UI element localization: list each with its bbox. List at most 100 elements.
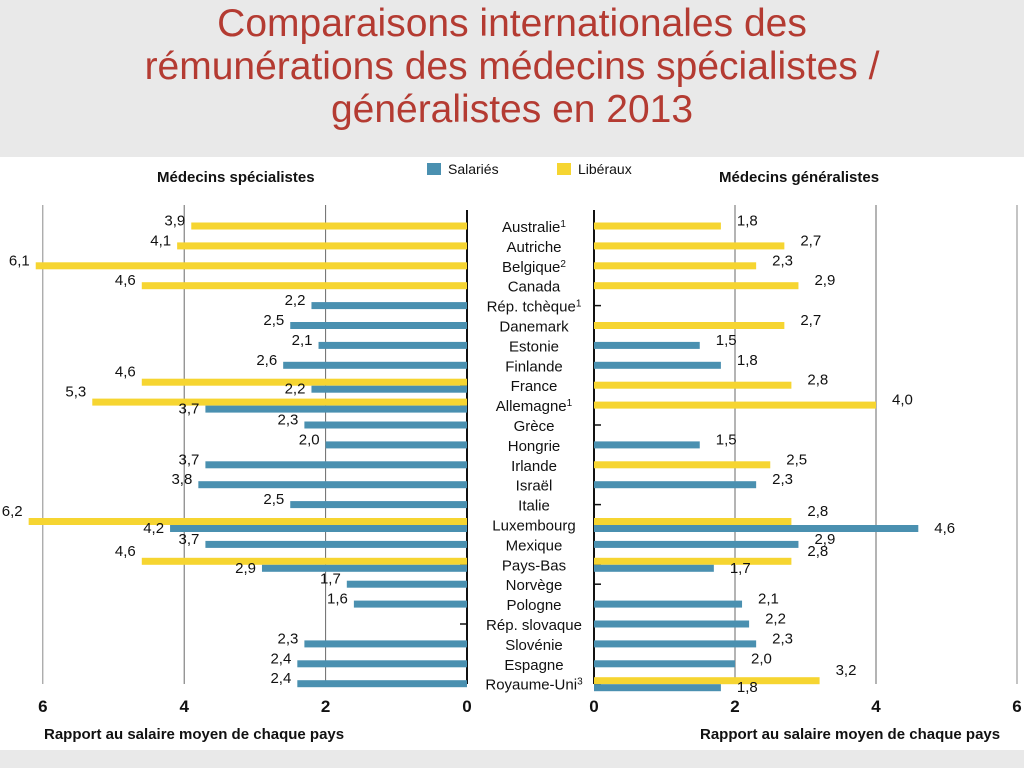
bar-specialistes-salaries-luxembourg bbox=[170, 525, 467, 532]
bar-specialistes-salaries-isra-l bbox=[198, 481, 467, 489]
bar-generalistes-salaries-slov-nie bbox=[594, 640, 757, 648]
bar-generalistes-liberaux-autriche bbox=[594, 242, 785, 250]
country-label-r-p-tch-que: Rép. tchèque1 bbox=[487, 299, 582, 316]
bar-generalistes-liberaux-danemark bbox=[594, 322, 785, 329]
value-label-specialistes-salaries-hongrie: 2,0 bbox=[299, 431, 320, 448]
value-label-specialistes-liberaux-australie: 3,9 bbox=[164, 213, 185, 230]
value-label-specialistes-salaries-slov-nie: 2,3 bbox=[278, 630, 299, 647]
bar-specialistes-salaries-france bbox=[311, 385, 467, 393]
bar-specialistes-liberaux-france bbox=[141, 378, 467, 386]
right-x-tick-label: 0 bbox=[589, 697, 598, 716]
bar-generalistes-salaries-isra-l bbox=[594, 481, 757, 489]
bar-specialistes-liberaux-luxembourg bbox=[28, 518, 467, 525]
country-label-australie: Australie1 bbox=[502, 219, 566, 236]
right-x-axis-label: Rapport au salaire moyen de chaque pays bbox=[700, 726, 1000, 743]
left-x-tick-label: 4 bbox=[179, 697, 189, 716]
bar-generalistes-salaries-r-p-slovaque bbox=[594, 620, 750, 628]
value-label-generalistes-liberaux-irlande: 2,5 bbox=[786, 451, 807, 468]
bar-generalistes-liberaux-australie bbox=[594, 222, 721, 230]
value-label-specialistes-salaries-irlande: 3,7 bbox=[179, 451, 200, 468]
bar-specialistes-liberaux-pays-bas bbox=[141, 557, 467, 565]
value-label-specialistes-salaries-norv-ge: 1,7 bbox=[320, 571, 341, 588]
bar-generalistes-liberaux-canada bbox=[594, 282, 799, 290]
bar-specialistes-salaries-hongrie bbox=[325, 441, 467, 449]
value-label-generalistes-liberaux-belgique: 2,3 bbox=[772, 252, 793, 269]
value-label-specialistes-salaries-allemagne: 3,7 bbox=[179, 401, 200, 418]
bar-generalistes-liberaux-belgique bbox=[594, 262, 757, 270]
value-label-generalistes-salaries-mexique: 2,9 bbox=[814, 531, 835, 548]
bar-specialistes-salaries-mexique bbox=[205, 540, 467, 548]
value-label-specialistes-salaries-mexique: 3,7 bbox=[179, 531, 200, 548]
value-label-generalistes-liberaux-luxembourg: 2,8 bbox=[807, 503, 828, 520]
legend-liberaux-label: Libéraux bbox=[578, 161, 632, 177]
country-label-belgique: Belgique2 bbox=[502, 259, 566, 276]
bar-specialistes-salaries-royaume-uni bbox=[297, 680, 467, 688]
right-x-tick-label: 4 bbox=[871, 697, 881, 716]
value-label-specialistes-liberaux-belgique: 6,1 bbox=[9, 252, 30, 269]
bar-specialistes-liberaux-belgique bbox=[35, 262, 467, 270]
axes: Rapport au salaire moyen de chaque pays … bbox=[38, 697, 1022, 743]
country-label-isra-l: Israël bbox=[516, 478, 553, 495]
slide-title-line-3: généralistes en 2013 bbox=[330, 88, 694, 131]
country-label-irlande: Irlande bbox=[511, 458, 557, 475]
value-label-specialistes-liberaux-canada: 4,6 bbox=[115, 272, 136, 289]
country-labels: Australie1 Autriche Belgique2 Canada Rép. tc… bbox=[485, 219, 583, 694]
bar-specialistes-salaries-espagne bbox=[297, 660, 467, 668]
value-label-specialistes-liberaux-luxembourg: 6,2 bbox=[2, 503, 23, 520]
value-label-specialistes-salaries-danemark: 2,5 bbox=[263, 312, 284, 329]
slide-title-line-2: rémunérations des médecins spécialistes … bbox=[144, 45, 880, 88]
value-label-generalistes-liberaux-autriche: 2,7 bbox=[800, 232, 821, 249]
country-label-pologne: Pologne bbox=[506, 597, 561, 614]
slide-title-line-1: Comparaisons internationales des bbox=[217, 2, 807, 45]
country-label-slov-nie: Slovénie bbox=[505, 637, 563, 654]
value-label-generalistes-salaries-isra-l: 2,3 bbox=[772, 471, 793, 488]
bar-generalistes-salaries-royaume-uni bbox=[594, 684, 721, 692]
chart-panel: Médecins spécialistes Médecins généralis… bbox=[0, 157, 1024, 750]
country-label-italie: Italie bbox=[518, 498, 550, 515]
bar-specialistes-liberaux-allemagne bbox=[92, 398, 467, 406]
slide-title: Comparaisons internationales des rémunér… bbox=[0, 2, 1024, 157]
bar-generalistes-liberaux-royaume-uni bbox=[594, 677, 820, 685]
value-label-generalistes-salaries-pays-bas: 1,7 bbox=[730, 560, 751, 577]
bar-specialistes-salaries-irlande bbox=[205, 461, 467, 469]
bar-generalistes-salaries-pays-bas bbox=[594, 564, 714, 572]
value-label-specialistes-salaries-isra-l: 3,8 bbox=[171, 471, 192, 488]
country-label-norv-ge: Norvège bbox=[506, 577, 563, 594]
bar-generalistes-salaries-estonie bbox=[594, 341, 700, 349]
bar-specialistes-liberaux-autriche bbox=[177, 242, 467, 250]
bar-specialistes-salaries-italie bbox=[290, 501, 467, 509]
value-label-specialistes-salaries-luxembourg: 4,2 bbox=[143, 520, 164, 537]
country-label-hongrie: Hongrie bbox=[508, 438, 561, 455]
value-label-specialistes-salaries-france: 2,2 bbox=[285, 381, 306, 398]
value-label-specialistes-salaries-estonie: 2,1 bbox=[292, 332, 313, 349]
bar-generalistes-liberaux-allemagne bbox=[594, 401, 876, 409]
bar-generalistes-salaries-hongrie bbox=[594, 441, 700, 449]
value-label-generalistes-liberaux-pays-bas: 2,8 bbox=[807, 543, 828, 560]
legend-liberaux-swatch bbox=[557, 163, 571, 175]
bar-specialistes-salaries-finlande bbox=[283, 361, 467, 369]
country-label-mexique: Mexique bbox=[506, 537, 563, 554]
country-label-autriche: Autriche bbox=[506, 239, 561, 256]
bar-specialistes-salaries-r-p-tch-que bbox=[311, 302, 467, 310]
value-label-generalistes-salaries-espagne: 2,0 bbox=[751, 650, 772, 667]
country-label-espagne: Espagne bbox=[504, 657, 563, 674]
value-label-generalistes-salaries-estonie: 1,5 bbox=[716, 332, 737, 349]
value-label-generalistes-liberaux-france: 2,8 bbox=[807, 372, 828, 389]
bar-specialistes-salaries-allemagne bbox=[205, 405, 467, 413]
bar-generalistes-salaries-mexique bbox=[594, 540, 799, 548]
bar-generalistes-liberaux-france bbox=[594, 381, 792, 389]
value-label-specialistes-salaries-pologne: 1,6 bbox=[327, 591, 348, 608]
value-label-generalistes-liberaux-royaume-uni: 3,2 bbox=[836, 662, 857, 679]
value-label-generalistes-salaries-r-p-slovaque: 2,2 bbox=[765, 611, 786, 628]
value-label-specialistes-salaries-pays-bas: 2,9 bbox=[235, 560, 256, 577]
value-label-generalistes-salaries-finlande: 1,8 bbox=[737, 352, 758, 369]
value-label-specialistes-liberaux-france: 4,6 bbox=[115, 364, 136, 381]
bar-generalistes-liberaux-irlande bbox=[594, 461, 771, 469]
bar-specialistes-salaries-pologne bbox=[353, 600, 467, 608]
bar-specialistes-salaries-danemark bbox=[290, 322, 467, 329]
left-x-tick-label: 6 bbox=[38, 697, 47, 716]
country-label-danemark: Danemark bbox=[499, 319, 569, 336]
country-label-allemagne: Allemagne1 bbox=[496, 398, 573, 415]
bar-generalistes-salaries-finlande bbox=[594, 361, 721, 369]
bar-specialistes-salaries-estonie bbox=[318, 341, 467, 349]
